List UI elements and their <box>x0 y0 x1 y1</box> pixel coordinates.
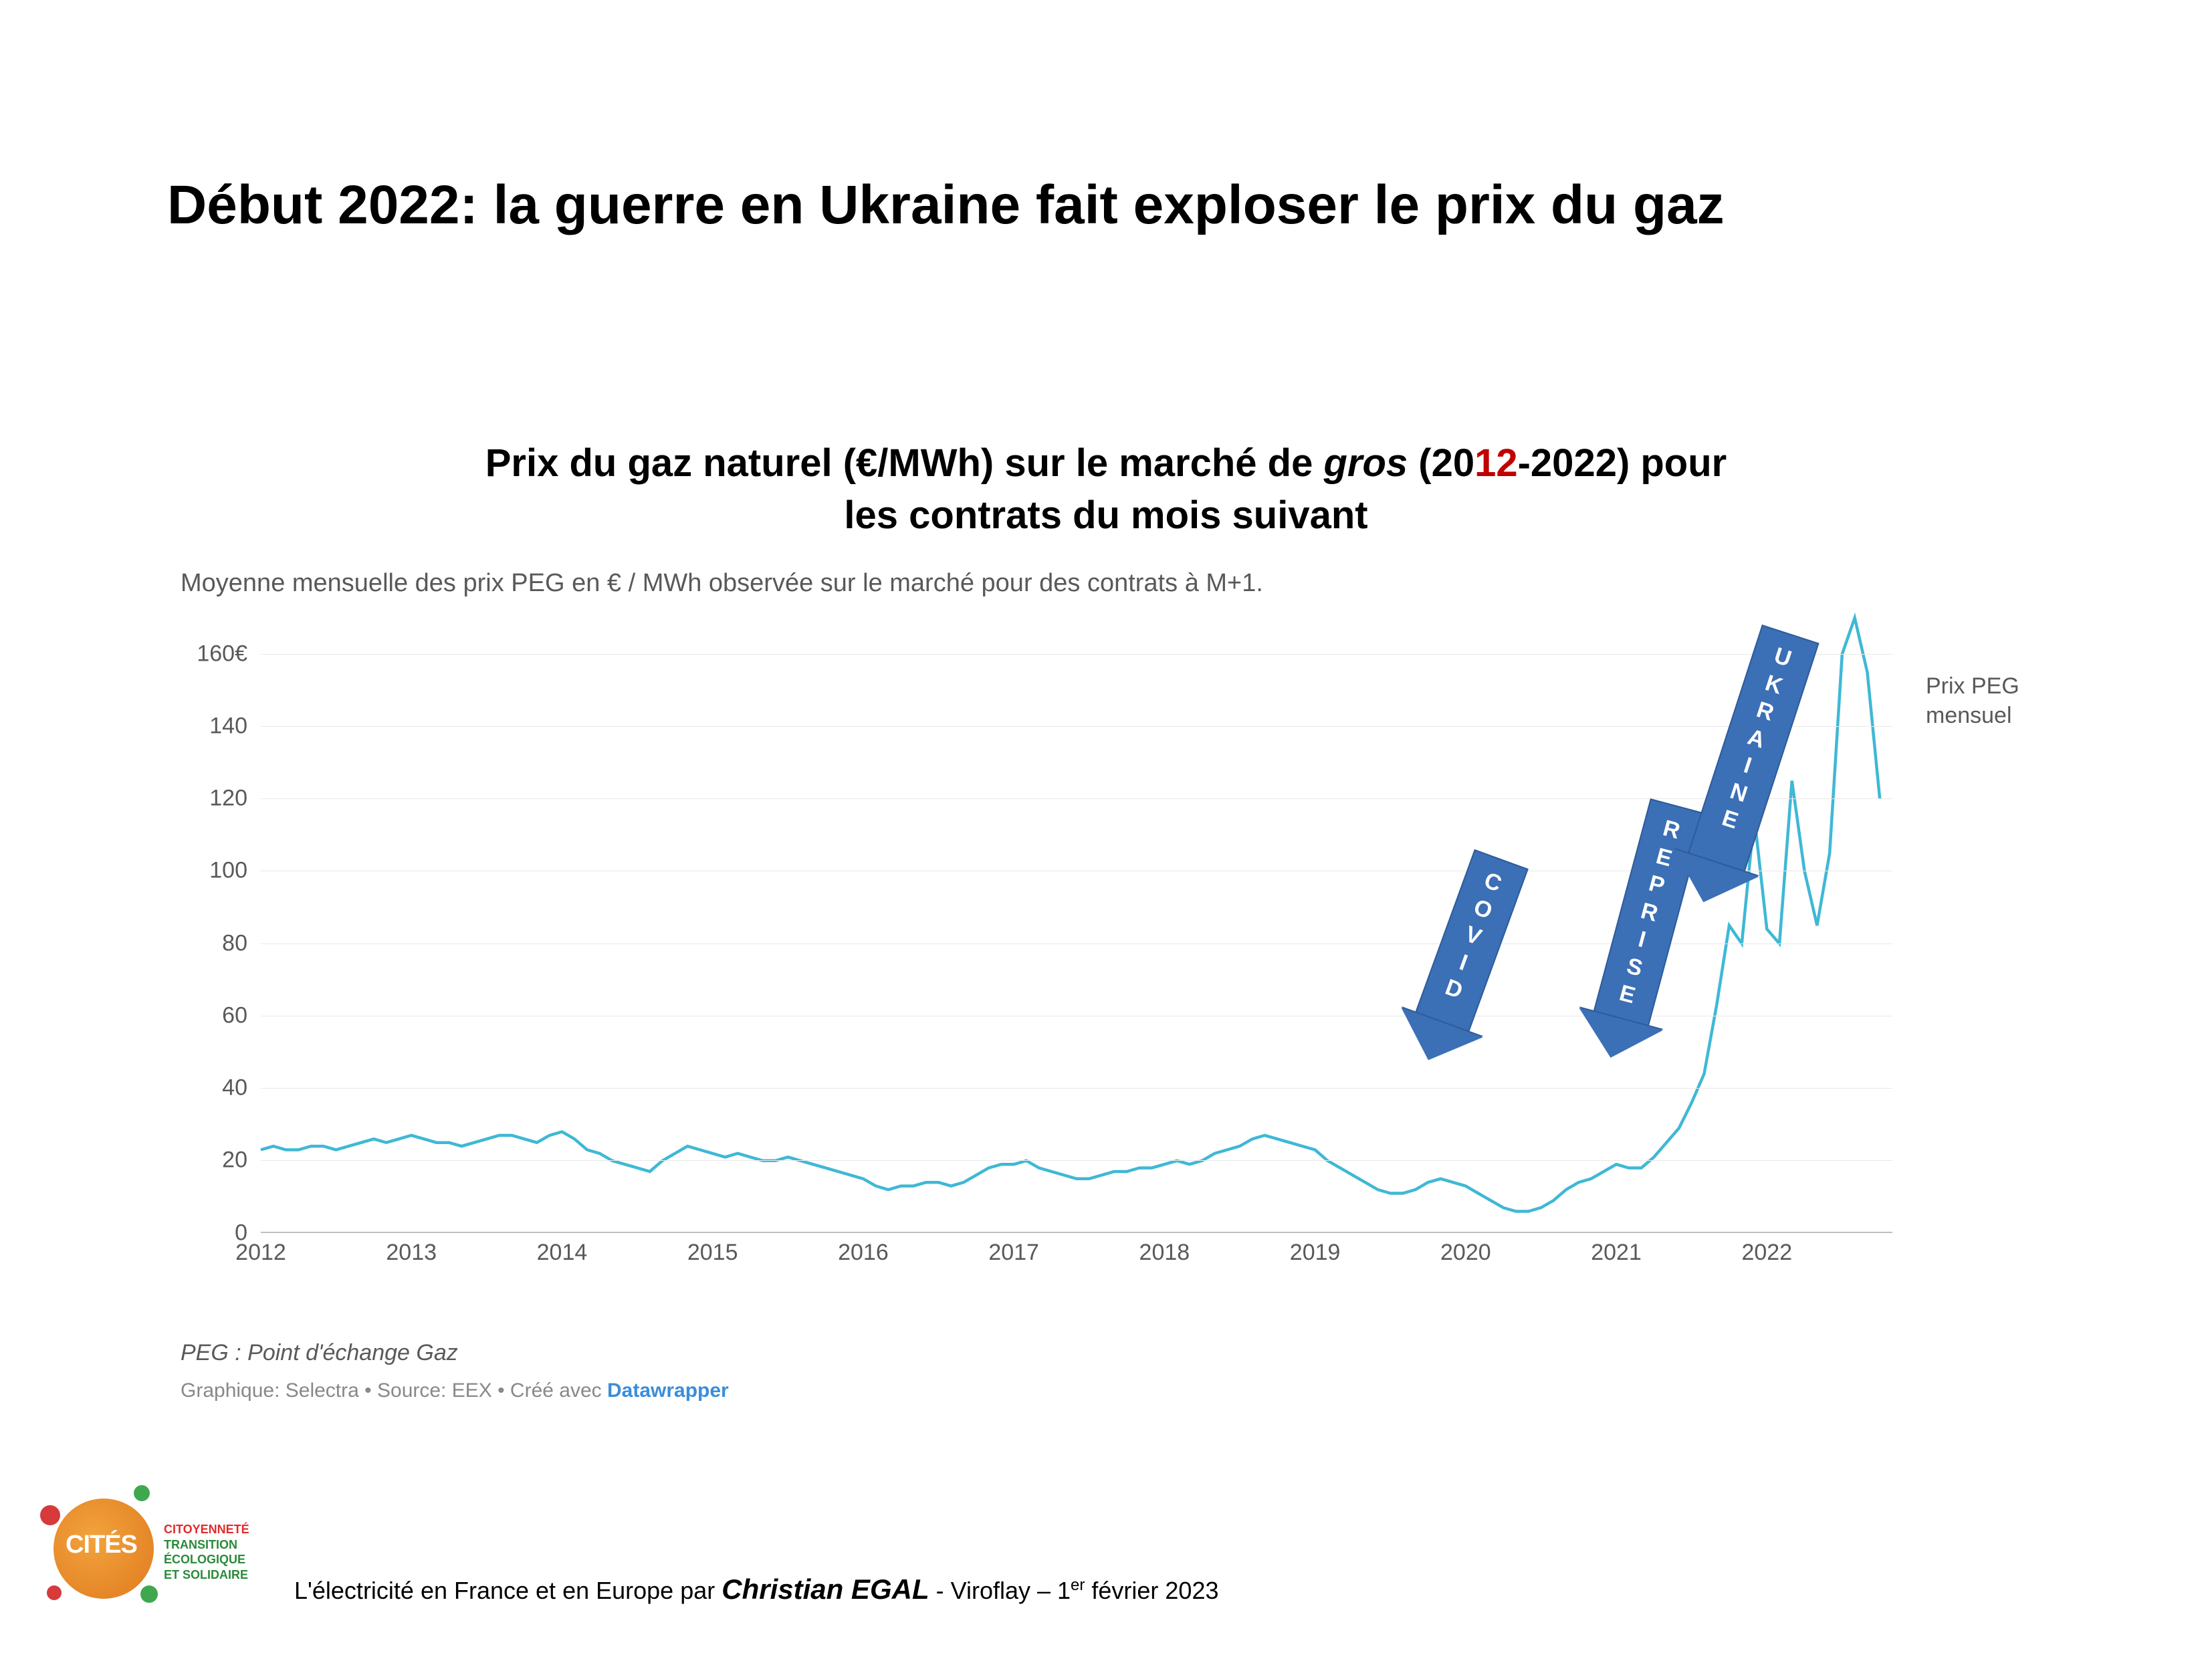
y-axis: 020406080100120140160€ <box>181 618 254 1233</box>
x-tick-label: 2020 <box>1440 1240 1491 1266</box>
logo: CITÉS CITOYENNETÉ TRANSITION ÉCOLOGIQUE … <box>40 1485 267 1619</box>
chart-title-p1: (20 <box>1408 441 1474 485</box>
y-tick-label: 20 <box>222 1147 247 1174</box>
gridline <box>261 726 1892 727</box>
x-tick-label: 2015 <box>687 1240 738 1266</box>
footer-sup: er <box>1071 1576 1085 1594</box>
chart-title-line2: les contrats du mois suivant <box>844 493 1367 537</box>
slide-footer: CITÉS CITOYENNETÉ TRANSITION ÉCOLOGIQUE … <box>40 1485 2052 1619</box>
y-tick-label: 60 <box>222 1002 247 1028</box>
logo-blob <box>40 1505 60 1525</box>
chart-title: Prix du gaz naturel (€/MWh) sur le march… <box>160 437 2052 542</box>
x-tick-label: 2017 <box>988 1240 1039 1266</box>
footer-pre: L'électricité en France et en Europe par <box>294 1577 722 1604</box>
chart-area: 020406080100120140160€ 20122013201420152… <box>181 618 2053 1287</box>
note-source-pre: Graphique: Selectra • Source: EEX • Créé… <box>181 1379 607 1402</box>
x-tick-label: 2022 <box>1741 1240 1792 1266</box>
note-peg: PEG : Point d'échange Gaz <box>181 1340 2052 1366</box>
footer-text: L'électricité en France et en Europe par… <box>294 1573 1219 1619</box>
x-tick-label: 2012 <box>235 1240 286 1266</box>
note-source: Graphique: Selectra • Source: EEX • Créé… <box>181 1379 2052 1402</box>
y-tick-label: 100 <box>209 858 247 884</box>
logo-side-text: CITOYENNETÉ TRANSITION ÉCOLOGIQUE ET SOL… <box>164 1522 267 1582</box>
footer-post1: - Viroflay – 1 <box>929 1577 1071 1604</box>
chart-title-p2: -2022) pour <box>1518 441 1727 485</box>
logo-blob <box>140 1585 158 1603</box>
x-tick-label: 2021 <box>1591 1240 1642 1266</box>
chart-title-red: 12 <box>1474 441 1518 485</box>
chart-title-gros: gros <box>1323 441 1408 485</box>
x-tick-label: 2019 <box>1290 1240 1341 1266</box>
logo-blob <box>47 1585 62 1600</box>
gridline <box>261 654 1892 655</box>
x-axis: 2012201320142015201620172018201920202021… <box>261 1240 1892 1280</box>
x-tick-label: 2013 <box>386 1240 437 1266</box>
y-tick-label: 120 <box>209 786 247 812</box>
legend-label: Prix PEG mensuel <box>1926 671 2060 730</box>
logo-side-2: TRANSITION ÉCOLOGIQUE <box>164 1537 267 1567</box>
footer-author: Christian EGAL <box>722 1573 929 1605</box>
footer-post2: février 2023 <box>1085 1577 1218 1604</box>
gridline <box>261 798 1892 799</box>
logo-side-1: CITOYENNETÉ <box>164 1522 267 1537</box>
y-tick-label: 140 <box>209 713 247 739</box>
chart-subtitle: Moyenne mensuelle des prix PEG en € / MW… <box>181 569 2052 598</box>
y-tick-label: 40 <box>222 1075 247 1101</box>
chart-title-pre: Prix du gaz naturel (€/MWh) sur le march… <box>485 441 1324 485</box>
gridline <box>261 1088 1892 1089</box>
gridline <box>261 1160 1892 1161</box>
y-tick-label: 80 <box>222 930 247 956</box>
slide-title: Début 2022: la guerre en Ukraine fait ex… <box>167 174 2052 237</box>
chart-notes: PEG : Point d'échange Gaz Graphique: Sel… <box>181 1340 2052 1402</box>
note-source-dw: Datawrapper <box>607 1379 729 1402</box>
logo-blob <box>134 1485 150 1501</box>
logo-side-3: ET SOLIDAIRE <box>164 1567 267 1583</box>
x-tick-label: 2014 <box>537 1240 588 1266</box>
y-tick-label: 160€ <box>197 641 247 667</box>
x-tick-label: 2018 <box>1139 1240 1190 1266</box>
x-tick-label: 2016 <box>838 1240 889 1266</box>
logo-text: CITÉS <box>66 1531 137 1559</box>
